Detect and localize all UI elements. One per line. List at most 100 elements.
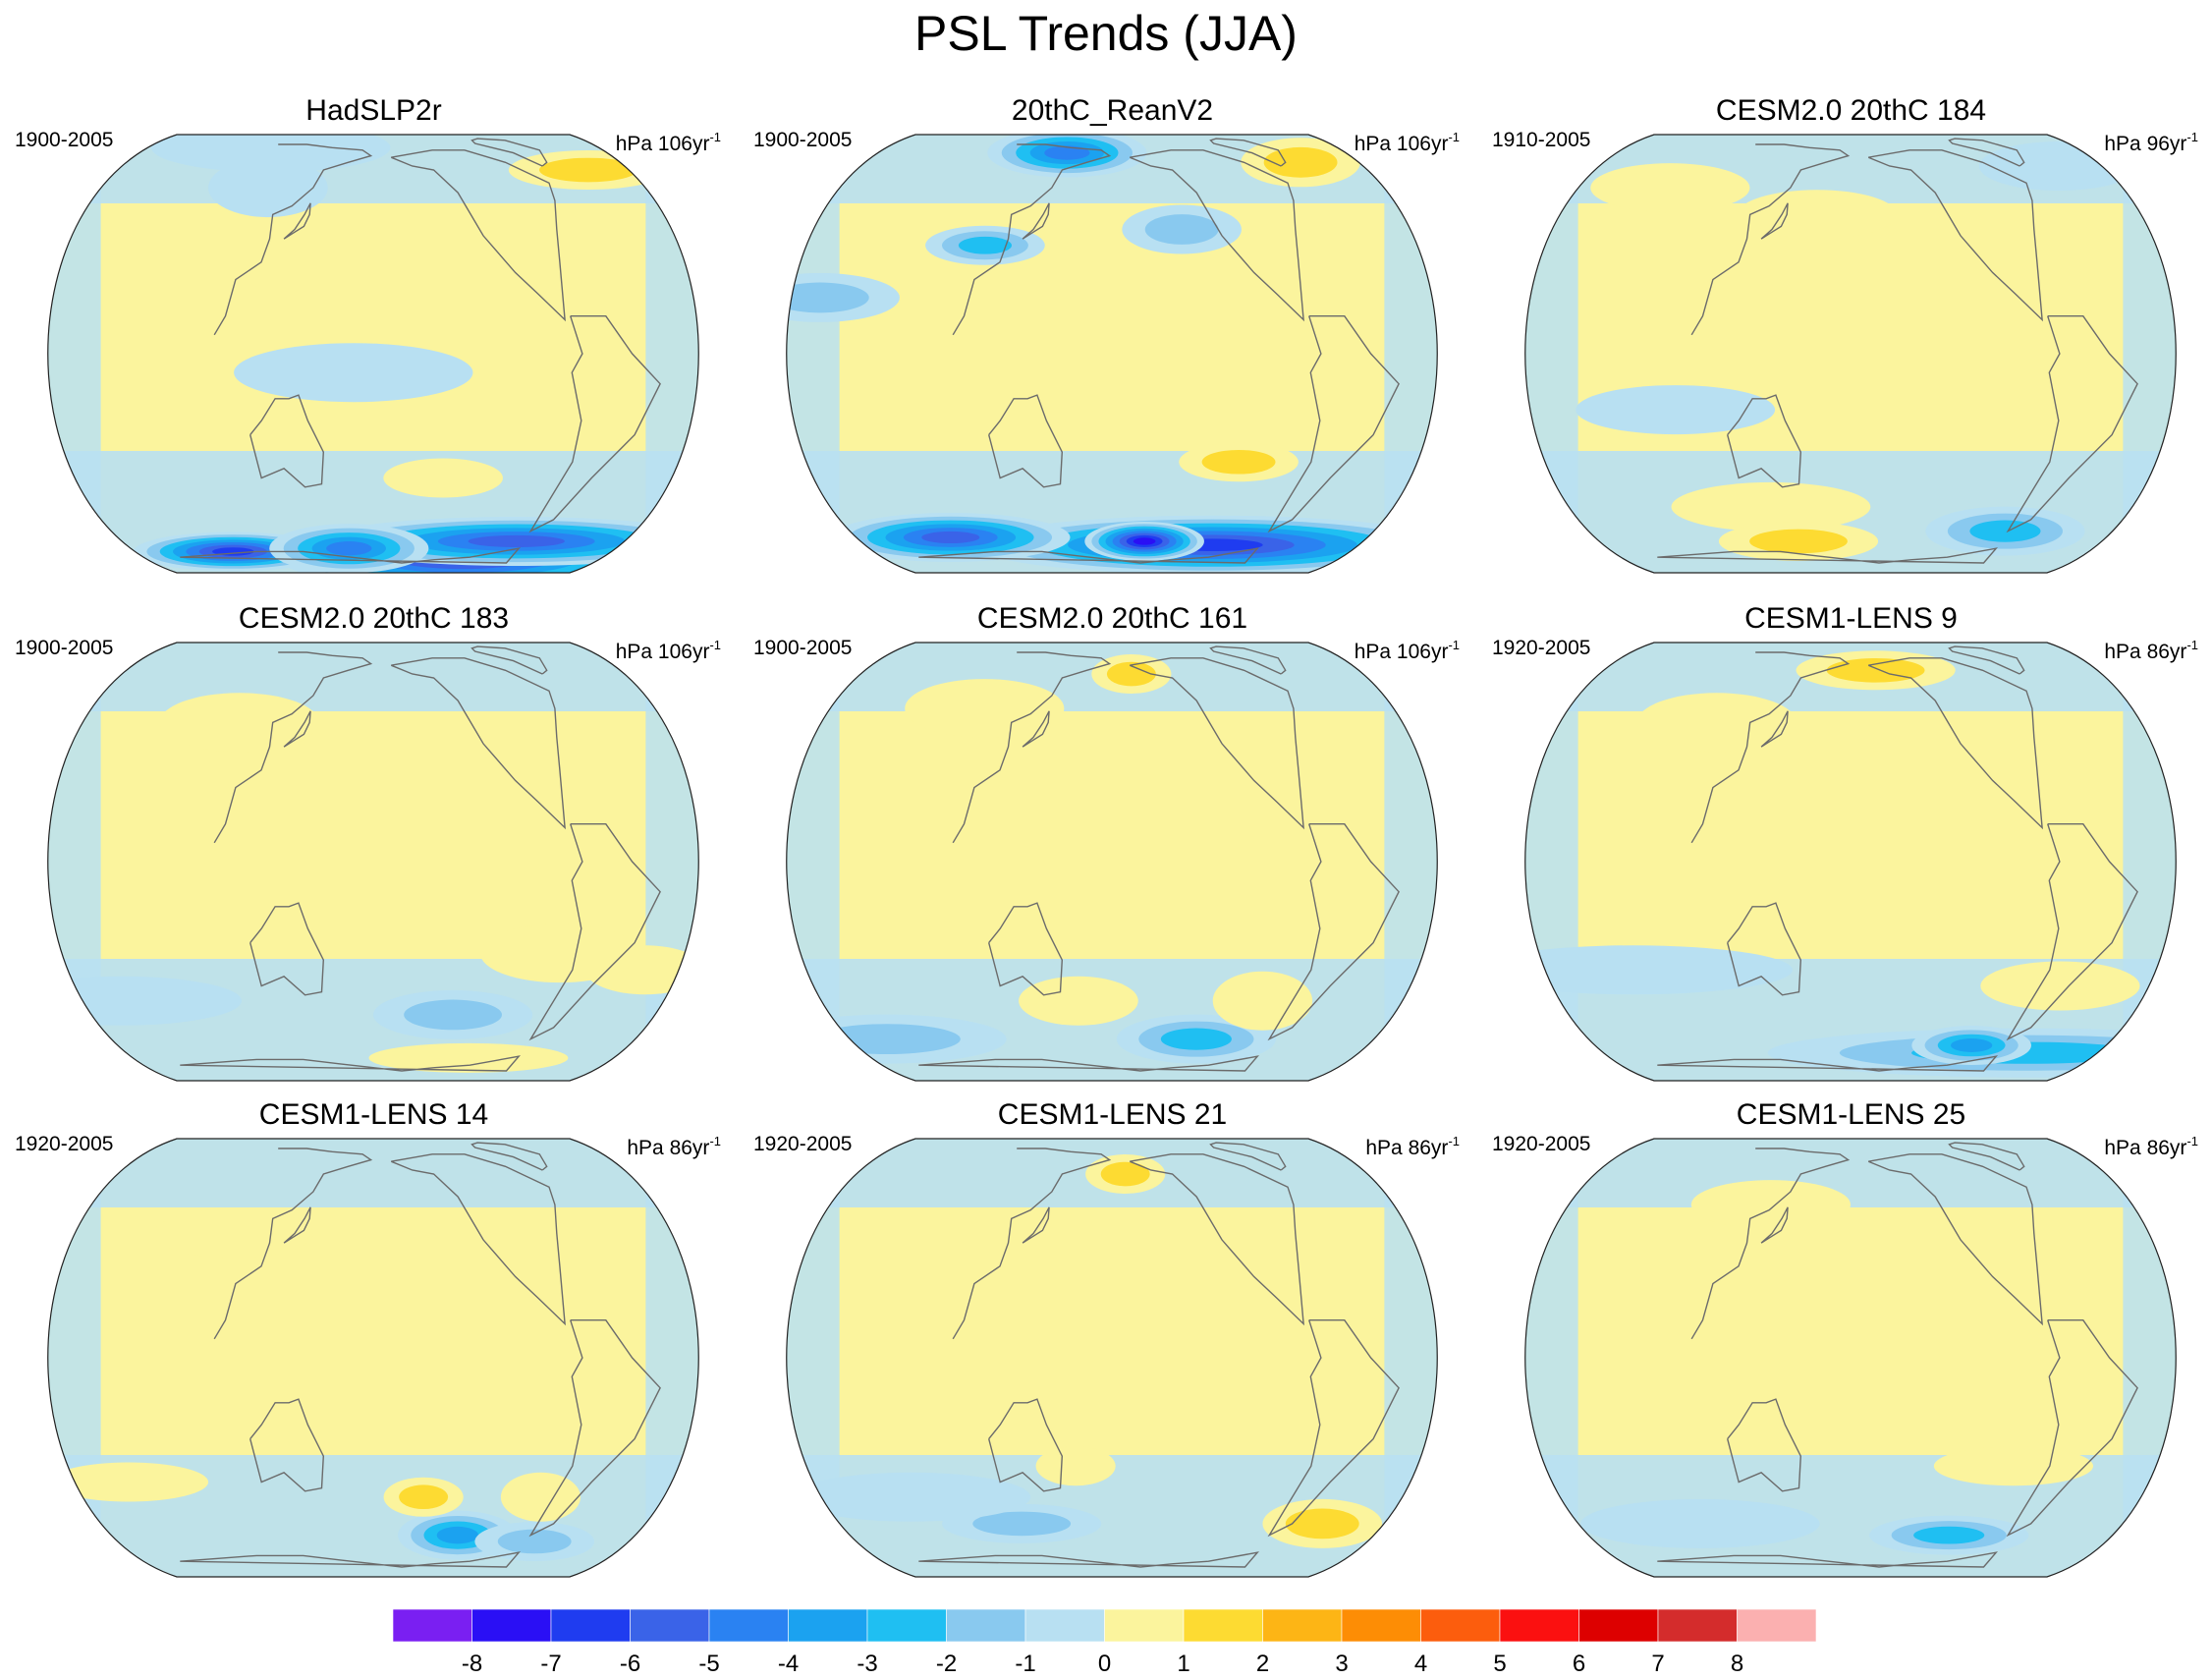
colorbar-tick-label: -4 <box>778 1651 799 1677</box>
coastline <box>952 651 1112 844</box>
period-label: 1910-2005 <box>1492 129 1591 151</box>
coastline <box>1760 710 1789 748</box>
coastline <box>1867 149 2043 322</box>
map-panel: CESM1-LENS 14 1920-2005 hPa 86yr-1 <box>5 1097 743 1594</box>
trend-contour <box>1737 190 1898 240</box>
trend-contour <box>1035 1446 1116 1486</box>
coastline <box>1022 202 1050 240</box>
trend-contour <box>1201 449 1276 475</box>
coastline <box>1022 1206 1050 1244</box>
coastline <box>390 149 566 322</box>
coastline <box>2006 314 2138 533</box>
period-label: 1900-2005 <box>15 129 114 151</box>
units-prefix: hPa 86yr <box>2104 641 2187 663</box>
map-frame <box>1524 1138 2177 1578</box>
world-map <box>47 642 699 1082</box>
units-exponent: -1 <box>1448 1134 1460 1148</box>
coastline <box>1022 710 1050 748</box>
world-map <box>786 134 1438 574</box>
trend-contour <box>479 924 640 983</box>
trend-contour <box>786 282 869 313</box>
colorbar-tick-label: -7 <box>540 1651 561 1677</box>
coastline <box>1209 645 1287 675</box>
coastline <box>213 1148 373 1340</box>
trend-contour <box>1590 163 1750 213</box>
map-panel: CESM1-LENS 9 1920-2005 hPa 86yr-1 <box>1482 601 2212 1097</box>
units-label: hPa 86yr-1 <box>2104 1127 2198 1163</box>
map-frame <box>47 134 699 574</box>
colorbar-tick-label: -3 <box>857 1651 877 1677</box>
trend-contour <box>1576 385 1776 435</box>
colorbar-swatch <box>1657 1609 1738 1643</box>
trend-contour <box>1106 661 1156 687</box>
coastline <box>1948 645 2025 675</box>
colorbar-tick-label: -6 <box>620 1651 640 1677</box>
colorbar-swatch <box>471 1609 552 1643</box>
panel-title: CESM2.0 20thC 184 <box>1715 94 1987 127</box>
trend-contour <box>1160 1028 1232 1050</box>
trend-contour <box>905 679 1065 739</box>
units-label: hPa 86yr-1 <box>627 1127 721 1163</box>
units-prefix: hPa 96yr <box>2104 133 2187 155</box>
map-frame <box>1524 642 2177 1082</box>
map-frame <box>47 642 699 1082</box>
units-exponent: -1 <box>2186 1134 2198 1148</box>
trend-band <box>2123 1139 2177 1577</box>
panel-title: 20thC_ReanV2 <box>1011 94 1214 127</box>
trend-contour <box>958 236 1012 254</box>
trend-band <box>1524 135 1578 573</box>
coastline <box>1129 149 1304 322</box>
trend-band <box>1524 1139 2177 1207</box>
trend-contour <box>1980 961 2140 1011</box>
colorbar-tick-label: 4 <box>1414 1651 1427 1677</box>
map-panel: CESM1-LENS 25 1920-2005 hPa 86yr-1 <box>1482 1097 2212 1594</box>
coastline <box>1267 1318 1400 1538</box>
coastline <box>1760 202 1789 240</box>
trend-contour <box>1212 971 1313 1031</box>
trend-band <box>786 1139 840 1577</box>
coastline <box>1727 1398 1802 1492</box>
trend-contour <box>1524 945 1793 995</box>
trend-contour <box>383 458 503 498</box>
coastline <box>1129 1153 1304 1326</box>
coastline <box>180 547 522 564</box>
world-map <box>786 1138 1438 1578</box>
map-panel: CESM2.0 20thC 184 1910-2005 hPa 96yr-1 <box>1482 93 2212 589</box>
units-exponent: -1 <box>2186 130 2198 144</box>
units-label: hPa 86yr-1 <box>1365 1127 1460 1163</box>
map-panel: 20thC_ReanV2 1900-2005 hPa 106yr-1 <box>744 93 1481 589</box>
trend-contour <box>404 999 502 1031</box>
coastline <box>952 143 1112 336</box>
trend-band <box>786 451 1438 513</box>
map-panel: HadSLP2r 1900-2005 hPa 106yr-1 <box>5 93 743 589</box>
colorbar-swatch <box>866 1609 947 1643</box>
coastline <box>249 394 325 488</box>
coastline <box>1760 1206 1789 1244</box>
colorbar: -8 -7 -6 -5 -4 -3 -2 -1 0 1 2 3 4 5 6 7 8 <box>393 1609 1817 1677</box>
units-prefix: hPa 106yr <box>615 133 710 155</box>
colorbar-swatch <box>630 1609 710 1643</box>
units-label: hPa 86yr-1 <box>2104 631 2198 667</box>
trend-band <box>2123 135 2177 573</box>
colorbar-tick-label: 1 <box>1177 1651 1189 1677</box>
coastline <box>2006 1318 2138 1538</box>
trend-contour <box>1580 1498 1820 1548</box>
world-map <box>1524 642 2177 1082</box>
trend-band <box>1524 643 1578 1081</box>
colorbar-tick-label: 2 <box>1256 1651 1269 1677</box>
panel-title: CESM1-LENS 21 <box>997 1098 1228 1131</box>
coastline <box>1948 1142 2025 1171</box>
coastline <box>180 1055 522 1072</box>
units-prefix: hPa 106yr <box>615 641 710 663</box>
coastline <box>988 902 1064 996</box>
coastline <box>528 314 661 533</box>
trend-band <box>1384 135 1438 573</box>
coastline <box>1690 1148 1851 1340</box>
trend-contour <box>791 1472 1031 1522</box>
units-label: hPa 106yr-1 <box>616 631 721 667</box>
trend-contour <box>1019 976 1138 1026</box>
units-exponent: -1 <box>1448 130 1460 144</box>
colorbar-swatch <box>1737 1609 1817 1643</box>
trend-band <box>47 643 699 711</box>
trend-band <box>786 643 840 1081</box>
